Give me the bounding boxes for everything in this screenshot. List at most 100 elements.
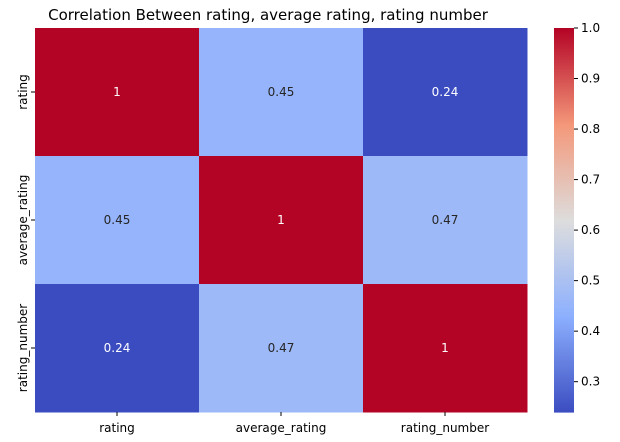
colorbar-gradient-strip — [554, 172, 574, 175]
cell-value-label: 0.45 — [104, 213, 131, 227]
heatmap-cell — [35, 156, 200, 285]
colorbar-gradient-strip — [554, 379, 574, 382]
colorbar-gradient-strip — [554, 294, 574, 298]
colorbar-gradient-strip — [554, 364, 574, 367]
colorbar-gradient-strip — [554, 41, 574, 44]
colorbar-gradient-strip — [554, 388, 574, 392]
colorbar-gradient-strip — [554, 360, 574, 363]
colorbar-gradient-strip — [554, 246, 574, 250]
colorbar-gradient-strip — [554, 51, 574, 54]
colorbar-gradient-strip — [554, 314, 574, 317]
colorbar-gradient-strip — [554, 166, 574, 169]
colorbar-gradient-strip — [554, 177, 574, 181]
colorbar-gradient-strip — [554, 133, 574, 137]
colorbar-gradient-strip — [554, 145, 574, 148]
colorbar-gradient-strip — [554, 229, 574, 233]
colorbar-gradient-strip — [554, 162, 574, 165]
colorbar-gradient-strip — [554, 118, 574, 121]
colorbar-gradient-strip — [554, 143, 574, 146]
colorbar-gradient-strip — [554, 183, 574, 187]
colorbar-gradient-strip — [554, 358, 574, 361]
colorbar-gradient-strip — [554, 271, 574, 275]
colorbar-gradient-strip — [554, 269, 574, 273]
colorbar-gradient-strip — [554, 204, 574, 208]
heatmap-cell — [363, 284, 528, 413]
y-tick-label: average_rating — [16, 175, 30, 266]
colorbar-gradient-strip — [554, 185, 574, 188]
colorbar-gradient-strip — [554, 79, 574, 83]
colorbar-gradient-strip — [554, 220, 574, 223]
colorbar-gradient-strip — [554, 268, 574, 271]
colorbar-gradient-strip — [554, 283, 574, 286]
colorbar-gradient-strip — [554, 68, 574, 71]
colorbar-gradient-strip — [554, 76, 574, 79]
colorbar-gradient-strip — [554, 356, 574, 359]
colorbar-gradient-strip — [554, 367, 574, 371]
colorbar-gradient-strip — [554, 244, 574, 248]
colorbar-gradient-strip — [554, 37, 574, 41]
heatmap-cell — [363, 156, 528, 285]
colorbar-gradient-strip — [554, 310, 574, 313]
colorbar-gradient-strip — [554, 33, 574, 37]
cell-value-label: 1 — [441, 341, 449, 355]
colorbar-gradient-strip — [554, 264, 574, 267]
colorbar-gradient-strip — [554, 43, 574, 46]
colorbar-gradient-strip — [554, 106, 574, 110]
cell-value-label: 0.47 — [268, 341, 295, 355]
x-axis: rating average_rating rating_number — [99, 412, 489, 435]
colorbar-gradient-strip — [554, 252, 574, 256]
heatmap-cell — [199, 156, 364, 285]
colorbar-gradient-strip — [554, 291, 574, 294]
colorbar-gradient-strip — [554, 97, 574, 100]
heatmap-cell — [199, 284, 364, 413]
colorbar-gradient-strip — [554, 262, 574, 265]
colorbar-gradient-strip — [554, 110, 574, 114]
heatmap-cells: 1 0.45 0.24 0.45 1 0.47 0.24 0.47 1 — [35, 28, 528, 413]
colorbar-gradient-strip — [554, 148, 574, 152]
colorbar-gradient-strip — [554, 344, 574, 348]
colorbar-gradient-strip — [554, 114, 574, 117]
colorbar-gradient-strip — [554, 216, 574, 219]
colorbar-gradient-strip — [554, 200, 574, 204]
colorbar-gradient-strip — [554, 198, 574, 202]
colorbar-gradient-strip — [554, 150, 574, 154]
colorbar-gradient-strip — [554, 77, 574, 81]
colorbar-gradient-strip — [554, 317, 574, 321]
colorbar-gradient-strip — [554, 402, 574, 405]
colorbar-gradient-strip — [554, 202, 574, 206]
colorbar-gradient-strip — [554, 248, 574, 252]
colorbar-gradient-strip — [554, 340, 574, 344]
colorbar-gradient-strip — [554, 60, 574, 64]
y-tick-label: rating_number — [16, 304, 30, 392]
colorbar-gradient-strip — [554, 312, 574, 315]
colorbar-gradient-strip — [554, 206, 574, 210]
colorbar-gradient-strip — [554, 112, 574, 115]
colorbar-gradient-strip — [554, 342, 574, 346]
colorbar-gradient-strip — [554, 120, 574, 123]
colorbar-gradient-strip — [554, 308, 574, 311]
colorbar-gradient-strip — [554, 87, 574, 91]
colorbar-gradient-strip — [554, 348, 574, 352]
colorbar-gradient-strip — [554, 210, 574, 213]
colorbar-gradient-strip — [554, 54, 574, 58]
colorbar-gradient-strip — [554, 346, 574, 350]
colorbar-gradient-strip — [554, 39, 574, 43]
colorbar-gradient-strip — [554, 187, 574, 190]
colorbar-gradient-strip — [554, 139, 574, 142]
colorbar-gradient-strip — [554, 316, 574, 319]
colorbar-gradient-strip — [554, 58, 574, 62]
colorbar-gradient-strip — [554, 189, 574, 192]
colorbar-gradient-strip — [554, 281, 574, 284]
colorbar-gradient-strip — [554, 137, 574, 140]
colorbar-gradient-strip — [554, 218, 574, 221]
colorbar-gradient-strip — [554, 147, 574, 150]
colorbar-gradient-strip — [554, 377, 574, 380]
colorbar-gradient-strip — [554, 237, 574, 240]
colorbar-gradient-strip — [554, 329, 574, 332]
colorbar-gradient-strip — [554, 93, 574, 96]
colorbar-gradient-strip — [554, 74, 574, 77]
colorbar-gradient-strip — [554, 373, 574, 377]
colorbar-gradient-strip — [554, 250, 574, 254]
colorbar-tick-label: 0.3 — [581, 375, 600, 389]
